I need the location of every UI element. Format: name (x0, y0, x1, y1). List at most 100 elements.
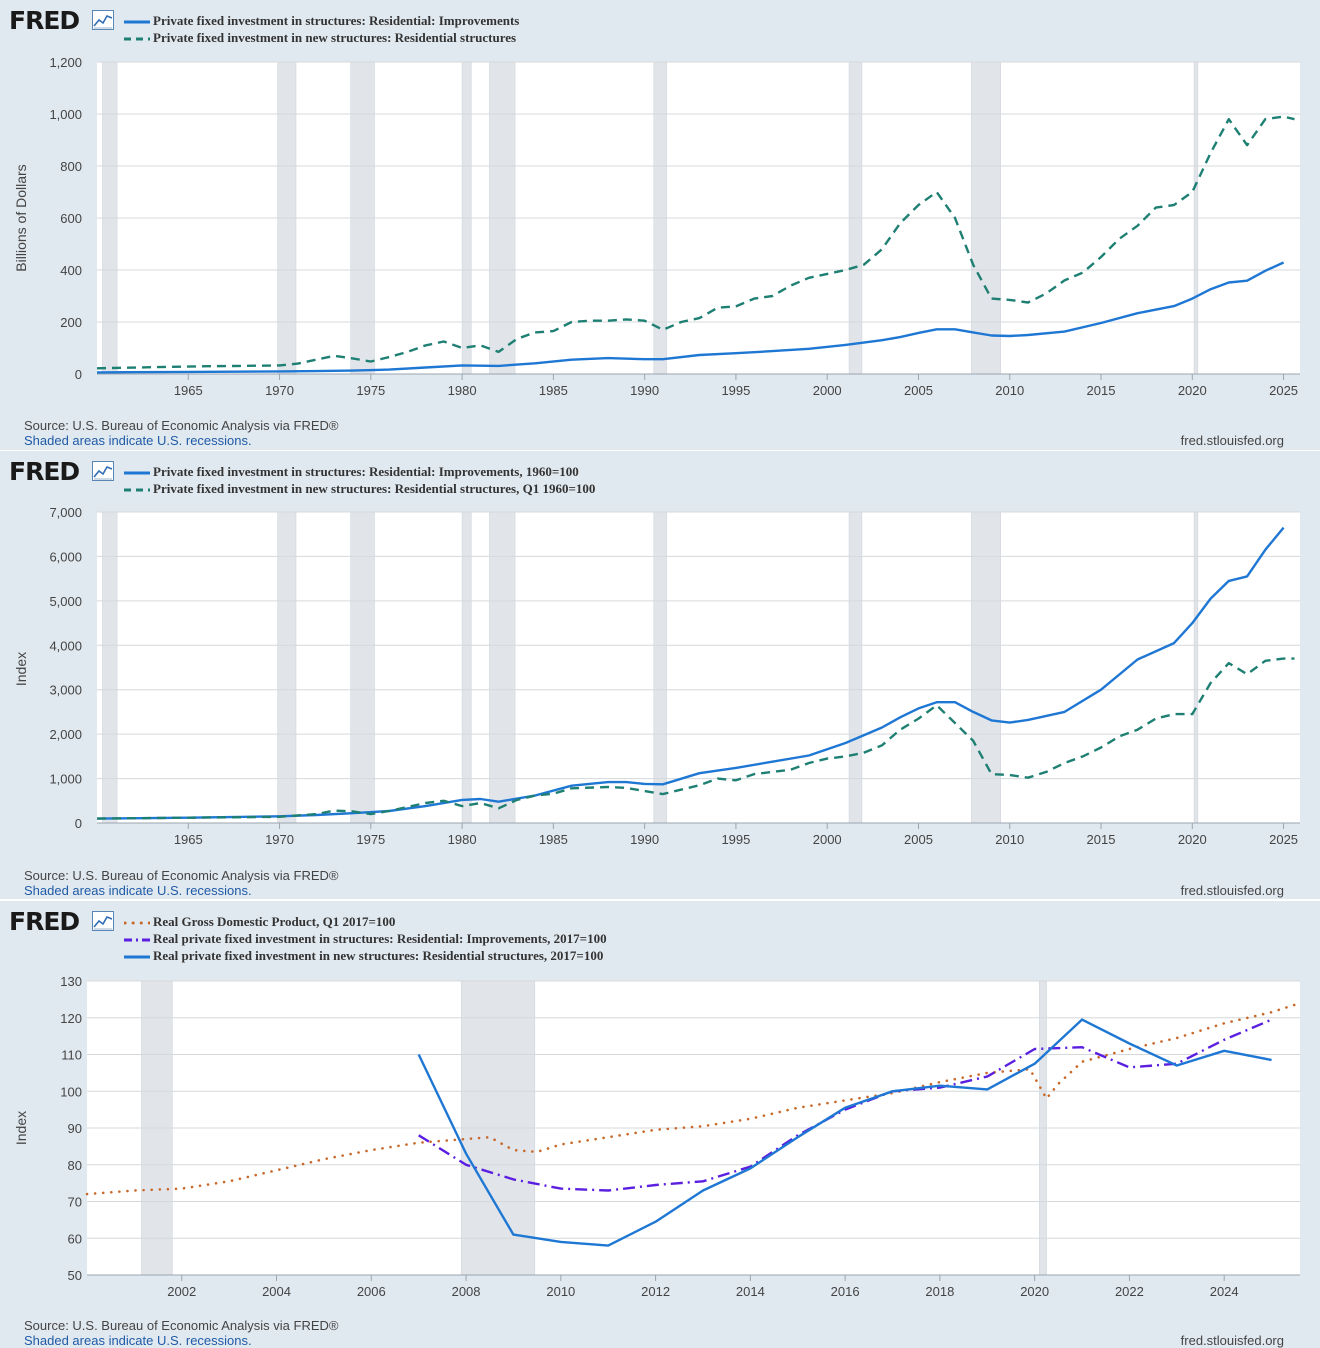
source-text: Source: U.S. Bureau of Economic Analysis… (24, 418, 339, 433)
fred-url-link[interactable]: fred.stlouisfed.org (1180, 1333, 1284, 1348)
plot-area (97, 512, 1300, 823)
y-axis-label: Billions of Dollars (13, 164, 29, 271)
legend-swatch-solid (124, 20, 150, 24)
x-tick-label: 2025 (1269, 832, 1298, 847)
x-tick-label: 1995 (721, 383, 750, 398)
x-tick-label: 2010 (995, 832, 1024, 847)
recession-note: Shaded areas indicate U.S. recessions. (24, 1333, 252, 1348)
legend-label: Real private fixed investment in structu… (153, 931, 607, 946)
legend-swatch-dashed (124, 37, 150, 41)
legend-item-improvements[interactable]: Private fixed investment in structures: … (124, 12, 519, 29)
x-tick-label: 2018 (925, 1284, 954, 1299)
legend-label: Private fixed investment in structures: … (153, 13, 520, 28)
x-tick-label: 2025 (1269, 383, 1298, 398)
x-tick-label: 2020 (1178, 383, 1207, 398)
chart-1-svg: 0 200 400 600 800 1,000 1,200 1965 1970 1975 1980 1… (13, 55, 1300, 398)
x-tick-label: 2015 (1087, 383, 1116, 398)
legend-swatch-dashed (124, 488, 150, 492)
legend-swatch-dashdot (124, 938, 150, 942)
chart-panel-1: 0 200 400 600 800 1,000 1,200 1965 1970 1975 1980 1… (0, 0, 1320, 450)
y-tick-label: 5,000 (49, 594, 82, 609)
recession-band (350, 511, 375, 824)
fred-url-link[interactable]: fred.stlouisfed.org (1180, 883, 1284, 898)
legend-item-real-improvements[interactable]: Real private fixed investment in structu… (124, 930, 607, 947)
x-tick-label: 2008 (452, 1284, 481, 1299)
legend-label: Real private fixed investment in new str… (153, 948, 604, 963)
legend-item-new-structures-index[interactable]: Private fixed investment in new structur… (124, 480, 595, 497)
series-line-1[interactable] (96, 261, 1285, 374)
y-axis-label: Index (13, 1111, 29, 1145)
x-tick-label: 2000 (813, 832, 842, 847)
legend-item-real-new-structures[interactable]: Real private fixed investment in new str… (124, 947, 607, 964)
series-line-2[interactable] (418, 1018, 1273, 1192)
legend-item-real-gdp[interactable]: Real Gross Domestic Product, Q1 2017=100 (124, 913, 607, 930)
chart-panel-3: 50 60 70 80 90 100 110 120 130 2002 2004 2006 2008 20… (0, 901, 1320, 1348)
legend-label: Private fixed investment in new structur… (153, 481, 596, 496)
x-tick-label: 1990 (630, 383, 659, 398)
y-tick-label: 1,000 (49, 772, 82, 787)
series-line-2[interactable] (96, 115, 1295, 370)
legend-item-improvements-index[interactable]: Private fixed investment in structures: … (124, 463, 595, 480)
fred-logo-text: FRED (9, 457, 80, 486)
legend-swatch-solid (124, 955, 150, 959)
fred-logo[interactable]: FRED (9, 908, 114, 936)
x-tick-label: 2000 (813, 383, 842, 398)
x-tick-label: 2020 (1178, 832, 1207, 847)
x-tick-label: 2005 (904, 383, 933, 398)
legend-label: Private fixed investment in structures: … (153, 464, 579, 479)
x-tick-label: 1985 (539, 832, 568, 847)
recession-band (461, 511, 472, 824)
x-tick-label: 1970 (265, 383, 294, 398)
y-tick-label: 2,000 (49, 727, 82, 742)
x-tick-label: 2006 (357, 1284, 386, 1299)
x-tick-label: 1965 (174, 383, 203, 398)
chart-2-svg: 0 1,000 2,000 3,000 4,000 5,000 6,000 7,000 1965… (13, 505, 1300, 847)
series-line-3[interactable] (417, 1018, 1272, 1247)
legend-label: Private fixed investment in new structur… (153, 30, 517, 45)
chart-line-icon (92, 461, 114, 481)
x-tick-label: 1985 (539, 383, 568, 398)
legend-item-new-structures[interactable]: Private fixed investment in new structur… (124, 29, 519, 46)
y-tick-label: 3,000 (49, 683, 82, 698)
x-tick-label: 1970 (265, 832, 294, 847)
fred-url-link[interactable]: fred.stlouisfed.org (1180, 433, 1284, 448)
fred-logo[interactable]: FRED (9, 457, 114, 486)
y-tick-label: 400 (60, 263, 82, 278)
x-tick-label: 1975 (356, 832, 385, 847)
chart-2-legend: Private fixed investment in structures: … (124, 463, 595, 497)
chart-line-icon (92, 10, 114, 30)
source-text: Source: U.S. Bureau of Economic Analysis… (24, 868, 339, 883)
series-line-1[interactable] (85, 1001, 1302, 1196)
fred-logo[interactable]: FRED (9, 6, 114, 35)
x-tick-label: 2024 (1210, 1284, 1239, 1299)
recession-band (489, 511, 516, 824)
y-tick-label: 120 (60, 1011, 82, 1026)
fred-logo-text: FRED (9, 6, 80, 35)
y-tick-label: 130 (60, 974, 82, 989)
x-tick-label: 2014 (736, 1284, 765, 1299)
x-tick-label: 2016 (831, 1284, 860, 1299)
series-line-2[interactable] (96, 657, 1295, 820)
y-tick-label: 7,000 (49, 505, 82, 520)
y-tick-label: 60 (68, 1231, 82, 1246)
x-tick-label: 2022 (1115, 1284, 1144, 1299)
chart-3-svg: 50 60 70 80 90 100 110 120 130 2002 2004 2006 2008 20… (13, 974, 1302, 1299)
x-tick-label: 1980 (448, 383, 477, 398)
legend-swatch-solid (124, 471, 150, 475)
chart-panel-2: 0 1,000 2,000 3,000 4,000 5,000 6,000 7,000 1965… (0, 451, 1320, 899)
chart-3-legend: Real Gross Domestic Product, Q1 2017=100… (124, 913, 607, 964)
x-tick-label: 2004 (262, 1284, 291, 1299)
x-tick-label: 1990 (630, 832, 659, 847)
recession-note: Shaded areas indicate U.S. recessions. (24, 883, 252, 898)
y-tick-label: 800 (60, 159, 82, 174)
y-tick-label: 110 (61, 1048, 82, 1063)
y-tick-label: 600 (60, 211, 82, 226)
series-line-1[interactable] (96, 526, 1285, 820)
y-tick-label: 6,000 (49, 549, 82, 564)
recession-band (277, 511, 297, 824)
x-tick-label: 2015 (1087, 832, 1116, 847)
x-tick-label: 2005 (904, 832, 933, 847)
x-tick-label: 1980 (448, 832, 477, 847)
y-tick-label: 90 (68, 1121, 82, 1136)
x-tick-label: 2010 (995, 383, 1024, 398)
